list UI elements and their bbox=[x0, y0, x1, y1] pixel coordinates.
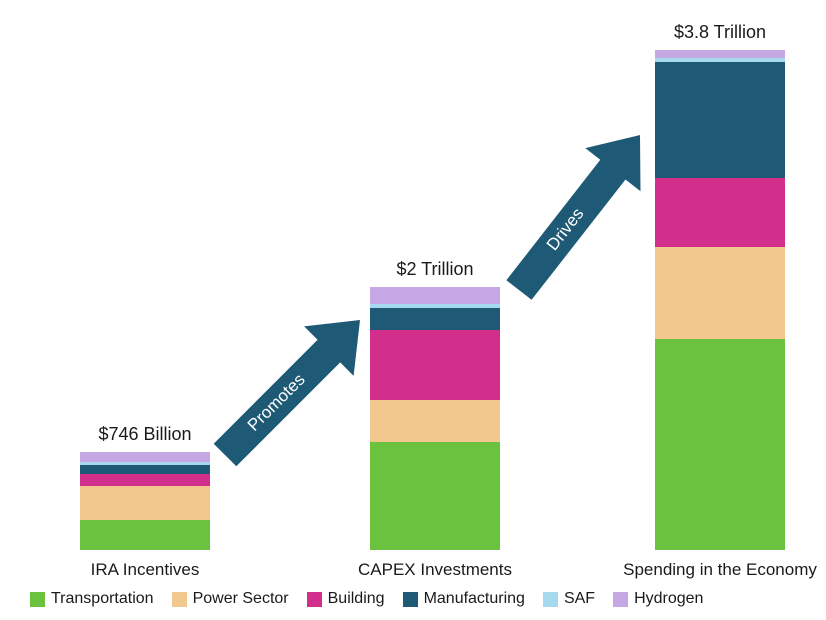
segment-capex-manufacturing bbox=[370, 308, 500, 330]
legend-swatch-building bbox=[307, 592, 322, 607]
legend-swatch-transportation bbox=[30, 592, 45, 607]
bar-value-spending: $3.8 Trillion bbox=[620, 22, 820, 43]
legend-item-transportation: Transportation bbox=[30, 590, 154, 608]
bar-label-ira: IRA Incentives bbox=[15, 560, 275, 580]
legend-item-manufacturing: Manufacturing bbox=[403, 590, 525, 608]
arrow-label-promotes: Promotes bbox=[244, 370, 309, 435]
legend-swatch-power_sector bbox=[172, 592, 187, 607]
segment-capex-power_sector bbox=[370, 400, 500, 442]
legend-label-saf: SAF bbox=[564, 590, 595, 608]
legend-label-hydrogen: Hydrogen bbox=[634, 590, 703, 608]
legend-label-manufacturing: Manufacturing bbox=[424, 590, 525, 608]
segment-spending-building bbox=[655, 178, 785, 248]
bar-ira bbox=[80, 452, 210, 550]
bar-capex bbox=[370, 287, 500, 550]
segment-ira-power_sector bbox=[80, 486, 210, 520]
legend-item-hydrogen: Hydrogen bbox=[613, 590, 703, 608]
bar-label-spending: Spending in the Economy bbox=[590, 560, 826, 580]
segment-ira-transportation bbox=[80, 520, 210, 550]
segment-ira-building bbox=[80, 474, 210, 486]
chart-area: Promotes Drives bbox=[40, 20, 786, 550]
legend-item-saf: SAF bbox=[543, 590, 595, 608]
legend-swatch-hydrogen bbox=[613, 592, 628, 607]
legend-item-power_sector: Power Sector bbox=[172, 590, 289, 608]
bar-value-ira: $746 Billion bbox=[45, 424, 245, 445]
arrow-label-drives: Drives bbox=[543, 204, 588, 254]
legend-label-transportation: Transportation bbox=[51, 590, 154, 608]
legend-label-building: Building bbox=[328, 590, 385, 608]
legend: Transportation Power Sector Building Manufa… bbox=[30, 590, 810, 608]
legend-item-building: Building bbox=[307, 590, 385, 608]
legend-label-power_sector: Power Sector bbox=[193, 590, 289, 608]
segment-spending-transportation bbox=[655, 339, 785, 550]
bar-value-capex: $2 Trillion bbox=[335, 259, 535, 280]
segment-capex-transportation bbox=[370, 442, 500, 550]
bar-label-capex: CAPEX Investments bbox=[305, 560, 565, 580]
segment-spending-manufacturing bbox=[655, 62, 785, 178]
legend-swatch-saf bbox=[543, 592, 558, 607]
segment-spending-hydrogen bbox=[655, 50, 785, 58]
legend-swatch-manufacturing bbox=[403, 592, 418, 607]
segment-ira-manufacturing bbox=[80, 465, 210, 474]
bar-spending bbox=[655, 50, 785, 550]
segment-capex-building bbox=[370, 330, 500, 400]
segment-spending-power_sector bbox=[655, 247, 785, 339]
segment-capex-hydrogen bbox=[370, 287, 500, 304]
segment-ira-hydrogen bbox=[80, 452, 210, 463]
